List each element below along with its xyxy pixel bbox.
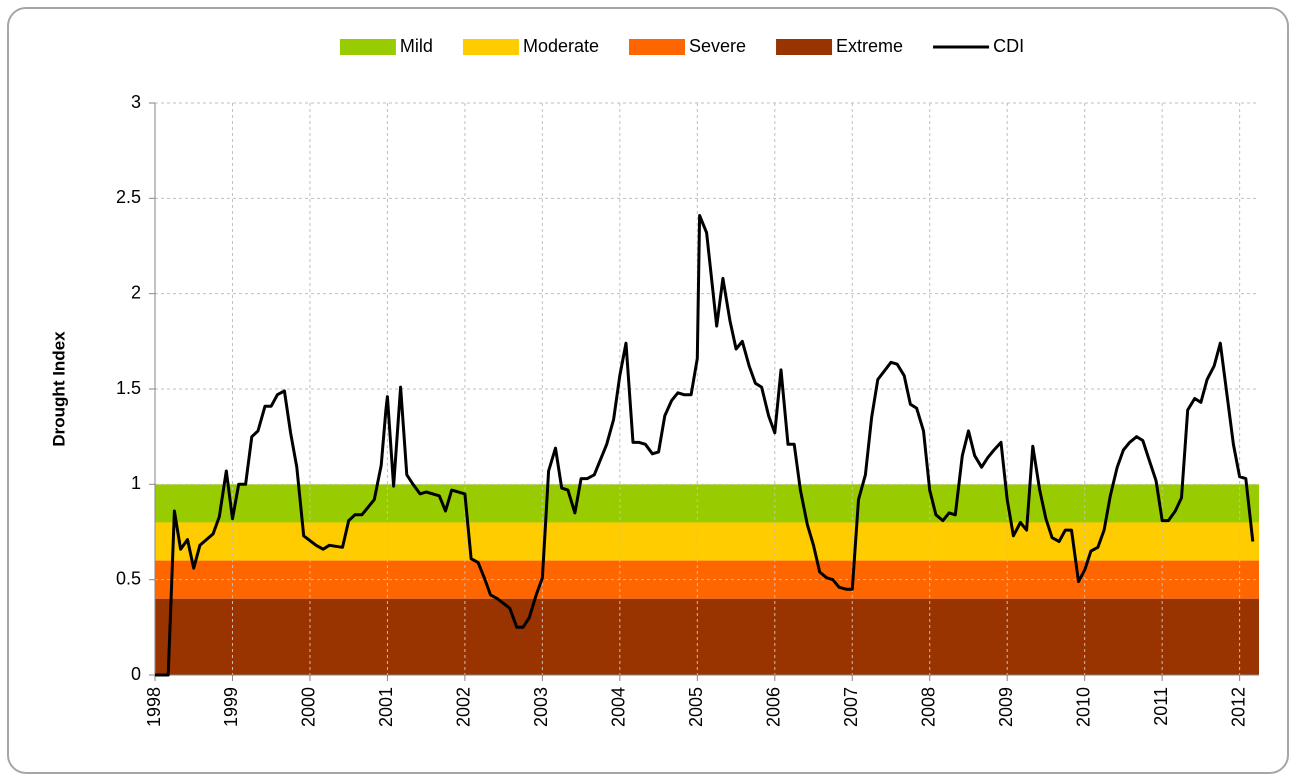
y-tick-label: 2.5 [116, 187, 141, 207]
legend-item: Mild [339, 36, 433, 56]
legend-swatch [462, 39, 519, 55]
x-tick-label: 2008 [918, 687, 938, 727]
x-tick-label: 1998 [144, 687, 164, 727]
x-tick-label: 1999 [221, 687, 241, 727]
x-tick-label: 2011 [1151, 687, 1171, 726]
legend-item: Moderate [462, 36, 599, 56]
band [155, 522, 1259, 561]
data-line [155, 214, 1255, 677]
legend-label: Severe [689, 36, 746, 56]
x-tick-label: 2000 [299, 687, 319, 727]
y-tick-label: 2 [131, 282, 141, 302]
band [155, 484, 1259, 523]
legend-swatch [339, 39, 396, 55]
x-tick-label: 2006 [764, 687, 784, 727]
x-tick-label: 2005 [686, 687, 706, 727]
legend-item: Severe [628, 36, 746, 56]
y-tick-label: 1 [131, 473, 141, 493]
y-tick-label: 1.5 [116, 378, 141, 398]
legend-label: Mild [400, 36, 433, 56]
legend: Mild Moderate Severe Extreme CDI [339, 36, 1024, 56]
x-tick-label: 2010 [1073, 687, 1093, 727]
legend-swatch [628, 39, 685, 55]
y-tick-label: 0 [131, 664, 141, 684]
legend-label: CDI [993, 36, 1024, 56]
x-tick-label: 2001 [376, 687, 396, 727]
legend-label: Extreme [836, 36, 903, 56]
x-tick-label: 2009 [996, 687, 1016, 727]
x-tick-label: 2003 [531, 687, 551, 727]
band [155, 598, 1259, 675]
x-tick-label: 2002 [454, 687, 474, 727]
legend-swatch [776, 39, 833, 55]
legend-item: Extreme [776, 36, 903, 56]
legend-label: Moderate [523, 36, 599, 56]
x-tick-label: 2007 [841, 687, 861, 727]
x-tick-label: 2004 [609, 687, 629, 727]
y-axis-label: Drought Index [49, 331, 68, 447]
y-tick-label: 3 [131, 92, 141, 112]
x-tick-label: 2012 [1228, 687, 1248, 727]
y-tick-label: 0.5 [116, 568, 141, 588]
legend-item: CDI [933, 36, 1024, 56]
